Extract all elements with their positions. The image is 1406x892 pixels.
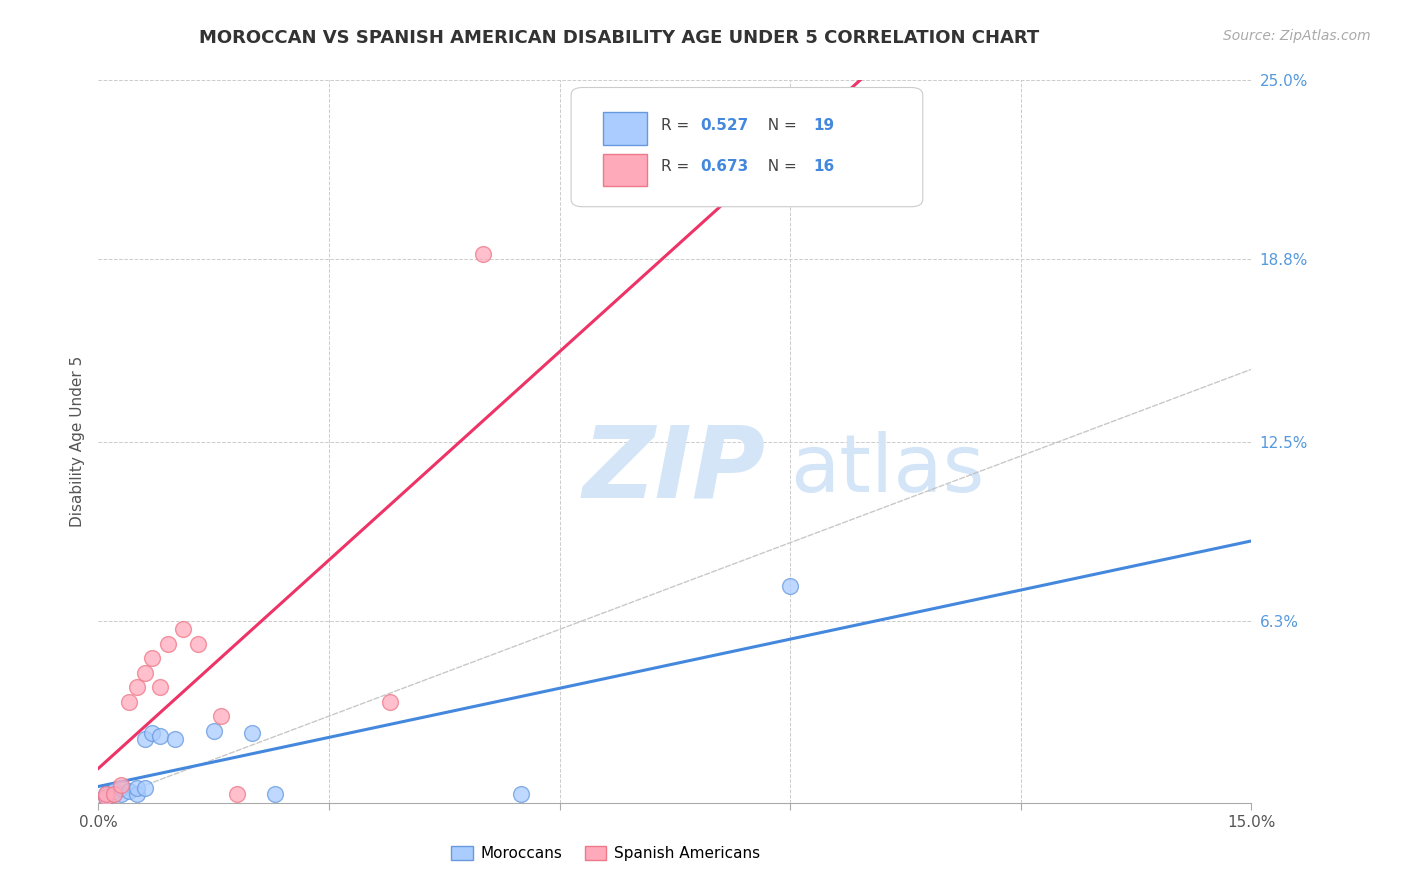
Text: 19: 19 [813,118,834,133]
Point [94,787,117,801]
Point [172,623,194,637]
Point [134,781,156,796]
Text: 16: 16 [813,159,835,174]
Point [779,579,801,593]
Point [510,787,533,801]
Point [103,787,125,801]
Point [134,732,156,747]
Point [110,781,132,796]
Text: N =: N = [758,118,801,133]
Point [94,790,117,805]
Text: MOROCCAN VS SPANISH AMERICAN DISABILITY AGE UNDER 5 CORRELATION CHART: MOROCCAN VS SPANISH AMERICAN DISABILITY … [198,29,1039,47]
Point [225,787,247,801]
Point [110,787,132,801]
Point [103,787,125,801]
Text: Source: ZipAtlas.com: Source: ZipAtlas.com [1223,29,1371,43]
FancyBboxPatch shape [571,87,922,207]
Point [149,680,172,694]
Y-axis label: Disability Age Under 5: Disability Age Under 5 [69,356,84,527]
Point [110,779,132,793]
Point [141,651,163,665]
Point [103,784,125,798]
Text: R =: R = [661,118,695,133]
Point [156,637,179,651]
Point [264,787,287,801]
Point [149,729,172,743]
Point [118,784,141,798]
Point [125,680,148,694]
Point [240,726,263,740]
Point [125,781,148,796]
Legend: Moroccans, Spanish Americans: Moroccans, Spanish Americans [446,839,766,867]
FancyBboxPatch shape [603,153,647,186]
FancyBboxPatch shape [603,112,647,145]
Point [380,695,402,709]
Point [125,787,148,801]
Text: 0.673: 0.673 [700,159,748,174]
Text: 0.527: 0.527 [700,118,748,133]
Point [187,637,209,651]
Text: N =: N = [758,159,801,174]
Point [134,665,156,680]
Point [165,732,187,747]
Point [141,726,163,740]
Text: atlas: atlas [790,432,984,509]
Text: ZIP: ZIP [582,422,766,519]
Point [471,246,494,260]
Point [202,723,225,738]
Text: R =: R = [661,159,695,174]
Point [94,787,117,801]
Point [118,695,141,709]
Point [94,790,117,805]
Point [209,709,232,723]
